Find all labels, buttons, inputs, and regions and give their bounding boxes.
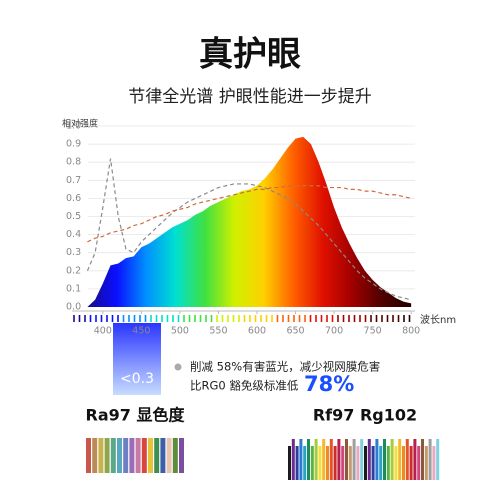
ra-swatch	[104, 438, 110, 473]
rf-pencil	[398, 439, 402, 480]
y-tick-label: 0.1	[66, 283, 81, 294]
y-tick-label: 0.6	[66, 193, 81, 204]
x-tick-label: 750	[364, 326, 382, 337]
ra-swatch	[117, 438, 122, 473]
ra-swatch	[141, 438, 147, 473]
rf-pencil	[386, 446, 390, 480]
rf-pencil	[356, 446, 360, 480]
x-tick-label: 800	[402, 326, 420, 337]
y-tick-label: 0.3	[66, 247, 81, 258]
decoration	[73, 315, 440, 480]
ra-swatch	[166, 438, 172, 473]
rf-pencil	[421, 439, 424, 480]
y-tick-label: 0.9	[66, 139, 81, 150]
rf-pencil	[390, 439, 394, 480]
ra-swatch	[160, 438, 166, 473]
ra-swatch	[123, 438, 129, 473]
ra-swatch	[154, 438, 160, 473]
y-axis-label: 相对强度	[62, 118, 98, 130]
ra-swatch	[148, 438, 153, 473]
rf-pencil	[318, 446, 322, 480]
ra-swatch	[129, 438, 135, 473]
callout-line2: 比RG0 豁免级标准低	[190, 379, 299, 393]
rf-pencil	[291, 439, 295, 480]
y-tick-label: 0.8	[66, 157, 81, 168]
rf-pencil	[329, 439, 333, 480]
rf-pencil	[402, 446, 405, 480]
ra-swatch	[86, 438, 91, 473]
rf-pencil	[371, 446, 375, 480]
rf-pencil	[424, 446, 428, 480]
x-tick-label: 400	[94, 326, 112, 337]
rf-pencil	[337, 439, 341, 480]
blue-box	[113, 323, 161, 395]
rf-pencil	[367, 439, 371, 480]
ra-swatch	[172, 438, 178, 473]
rf-pencil	[352, 439, 356, 480]
rf-pencil	[379, 446, 383, 480]
badge-left: Ra97 显色度	[86, 406, 186, 425]
ra-swatch	[135, 438, 141, 473]
callout-highlight: 78%	[304, 372, 354, 396]
ra-swatch	[110, 438, 116, 473]
rf-pencil	[436, 439, 440, 480]
bullet	[174, 363, 182, 371]
rf-pencil	[333, 446, 337, 480]
y-tick-label: 0.2	[66, 265, 81, 276]
y-tick-label: 0.5	[66, 211, 81, 222]
dashed-line	[86, 158, 412, 301]
rf-pencil	[417, 446, 421, 480]
subtitle: 节律全光谱 护眼性能进一步提升	[128, 87, 371, 107]
rf-pencil	[375, 439, 379, 480]
x-tick-label: 600	[248, 326, 266, 337]
badge-right: Rf97 Rg102	[313, 406, 417, 425]
rf-pencil	[326, 446, 329, 480]
rf-pencil	[288, 446, 291, 480]
title: 真护眼	[199, 35, 301, 75]
ra-swatch	[92, 438, 98, 473]
rf-pencil	[299, 439, 303, 480]
x-tick-label: 550	[209, 326, 227, 337]
rf-pencil	[314, 439, 318, 480]
y-tick-label: 0.7	[66, 175, 81, 186]
rf-pencil	[405, 439, 409, 480]
y-tick-label: 0.4	[66, 229, 81, 240]
rf-pencil	[432, 446, 436, 480]
rf-pencil	[413, 439, 417, 480]
ra-swatch	[98, 438, 104, 473]
rf-pencil	[322, 439, 326, 480]
rf-pencil	[383, 439, 386, 480]
rf-pencil	[364, 446, 367, 480]
callout-line1: 削减 58%有害蓝光，减少视网膜危害	[190, 360, 380, 374]
rf-pencil	[348, 446, 352, 480]
ra-swatch	[179, 438, 184, 473]
x-tick-label: 500	[171, 326, 189, 337]
x-tick-label: 700	[325, 326, 343, 337]
rf-pencil	[310, 446, 314, 480]
dashed-line	[87, 185, 412, 243]
rf-pencil	[303, 446, 307, 480]
rf-pencil	[394, 446, 398, 480]
rf-pencil	[409, 446, 413, 480]
rf-pencil	[295, 446, 299, 480]
y-tick-label: 0.0	[66, 302, 81, 313]
x-axis-label: 波长nm	[420, 313, 456, 326]
rf-pencil	[428, 439, 432, 480]
x-tick-label: 650	[286, 326, 304, 337]
rf-pencil	[345, 439, 348, 480]
x-tick-label: 450	[132, 326, 150, 337]
y-tick-label: 1.0	[66, 121, 81, 132]
rf-pencil	[307, 439, 310, 480]
rf-pencil	[360, 439, 364, 480]
rf-pencil	[341, 446, 345, 480]
spectrum-area	[87, 136, 412, 307]
box-label: <0.3	[120, 371, 154, 387]
